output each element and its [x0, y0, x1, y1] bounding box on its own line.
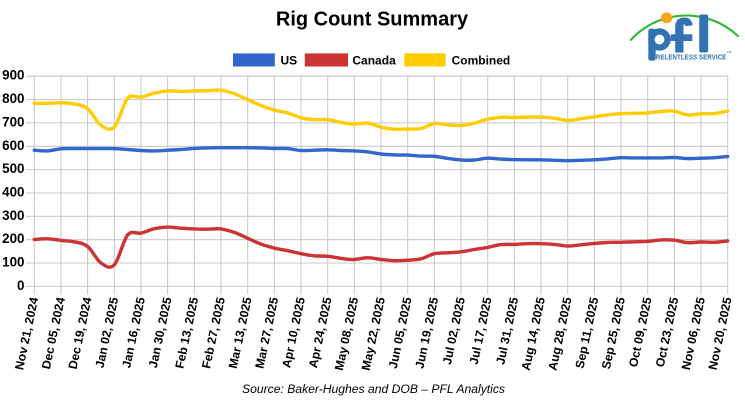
svg-text:Combined: Combined — [452, 53, 511, 67]
svg-text:500: 500 — [2, 161, 24, 176]
svg-text:600: 600 — [2, 138, 24, 153]
svg-text:Source: Baker-Hughes and DOB –: Source: Baker-Hughes and DOB – PFL Analy… — [242, 382, 505, 396]
svg-text:0: 0 — [17, 278, 24, 293]
svg-text:100: 100 — [2, 255, 24, 270]
svg-text:400: 400 — [2, 185, 24, 200]
svg-text:800: 800 — [2, 91, 24, 106]
svg-text:RELENTLESS SERVICE: RELENTLESS SERVICE — [656, 53, 727, 61]
svg-text:Canada: Canada — [352, 53, 396, 67]
svg-text:200: 200 — [2, 231, 24, 246]
svg-text:Rig Count Summary: Rig Count Summary — [276, 8, 469, 30]
svg-text:900: 900 — [2, 68, 24, 83]
svg-text:US: US — [281, 53, 298, 67]
svg-text:700: 700 — [2, 114, 24, 129]
svg-text:™: ™ — [727, 51, 732, 57]
svg-text:300: 300 — [2, 208, 24, 223]
